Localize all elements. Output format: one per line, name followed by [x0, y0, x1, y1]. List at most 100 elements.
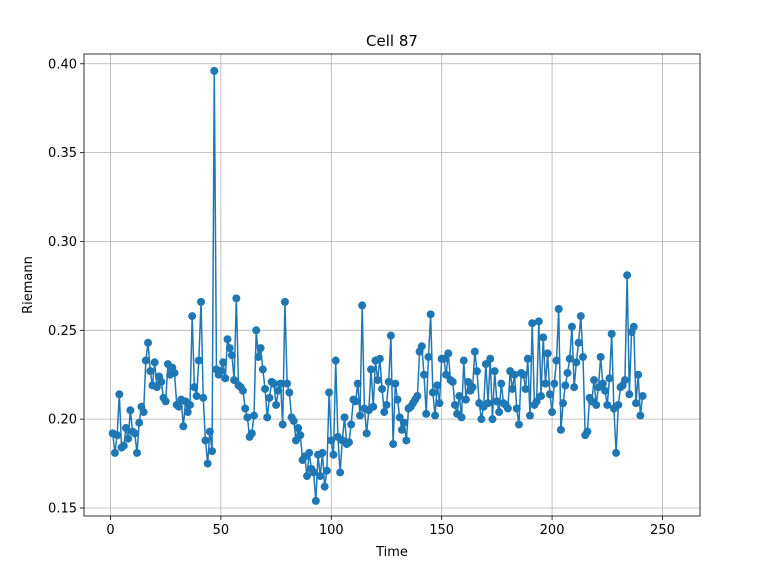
data-point — [336, 468, 345, 477]
data-point — [132, 448, 141, 457]
x-tick-label: 0 — [106, 523, 114, 538]
data-point — [477, 415, 486, 424]
data-point — [232, 294, 241, 303]
data-point — [607, 329, 616, 338]
data-point — [353, 379, 362, 388]
data-point — [199, 393, 208, 402]
data-point — [194, 356, 203, 365]
data-point — [488, 415, 497, 424]
data-point — [241, 404, 250, 413]
data-point — [534, 317, 543, 326]
y-axis-label: Riemann — [21, 256, 36, 314]
data-point — [397, 425, 406, 434]
data-point — [192, 392, 201, 401]
data-point — [541, 379, 550, 388]
data-point — [144, 338, 153, 347]
data-point — [402, 436, 411, 445]
data-point — [210, 66, 219, 75]
data-point — [183, 408, 192, 417]
data-point — [250, 411, 259, 420]
data-point — [243, 413, 252, 422]
data-point — [322, 466, 331, 475]
data-point — [420, 370, 429, 379]
data-point — [424, 352, 433, 361]
data-point — [565, 354, 574, 363]
data-point — [422, 409, 431, 418]
data-point — [413, 392, 422, 401]
data-point — [510, 370, 519, 379]
data-point — [285, 388, 294, 397]
data-point — [603, 400, 612, 409]
data-point — [274, 386, 283, 395]
data-point — [329, 450, 338, 459]
data-point — [258, 365, 267, 374]
data-point — [457, 413, 466, 422]
data-point — [325, 388, 334, 397]
data-point — [227, 351, 236, 360]
data-point — [351, 397, 360, 406]
data-point — [486, 354, 495, 363]
data-point — [572, 358, 581, 367]
data-point — [525, 411, 534, 420]
data-point — [592, 400, 601, 409]
data-point — [552, 356, 561, 365]
data-point — [481, 360, 490, 369]
data-point — [433, 381, 442, 390]
data-point — [382, 400, 391, 409]
data-point — [157, 377, 166, 386]
data-point — [605, 374, 614, 383]
y-tick-label: 0.25 — [48, 324, 77, 339]
data-point — [161, 397, 170, 406]
data-point — [119, 441, 128, 450]
data-point — [378, 384, 387, 393]
series — [108, 66, 647, 505]
data-point — [331, 356, 340, 365]
data-point — [570, 383, 579, 392]
data-point — [126, 406, 135, 415]
ticks: 0 50 100 150 200 250 0.15 0.20 0.25 0.30 0.35 0.40 — [48, 57, 675, 538]
data-point — [216, 367, 225, 376]
data-point — [110, 448, 119, 457]
data-point — [283, 379, 292, 388]
data-point — [625, 390, 634, 399]
data-point — [294, 424, 303, 433]
data-point — [386, 331, 395, 340]
data-point — [225, 344, 234, 353]
data-point — [393, 395, 402, 404]
data-point — [384, 377, 393, 386]
data-point — [470, 347, 479, 356]
data-point — [439, 354, 448, 363]
data-point — [464, 377, 473, 386]
data-point — [280, 297, 289, 306]
data-point — [519, 370, 528, 379]
data-point — [400, 418, 409, 427]
data-point — [113, 431, 122, 440]
data-point — [205, 427, 214, 436]
data-point — [455, 392, 464, 401]
data-point — [554, 304, 563, 313]
data-point — [537, 392, 546, 401]
data-point — [197, 297, 206, 306]
data-point — [115, 390, 124, 399]
data-point — [208, 447, 217, 456]
data-point — [559, 399, 568, 408]
data-point — [497, 379, 506, 388]
data-point — [459, 356, 468, 365]
data-point — [362, 429, 371, 438]
x-tick-label: 250 — [650, 523, 675, 538]
data-point — [278, 420, 287, 429]
x-tick-label: 50 — [213, 523, 230, 538]
data-point — [344, 438, 353, 447]
data-point — [289, 416, 298, 425]
data-point — [276, 379, 285, 388]
data-point — [139, 408, 148, 417]
data-point — [596, 352, 605, 361]
y-tick-label: 0.40 — [48, 57, 77, 72]
data-point — [508, 384, 517, 393]
data-point — [532, 397, 541, 406]
data-point — [190, 383, 199, 392]
data-point — [539, 333, 548, 342]
data-point — [355, 411, 364, 420]
